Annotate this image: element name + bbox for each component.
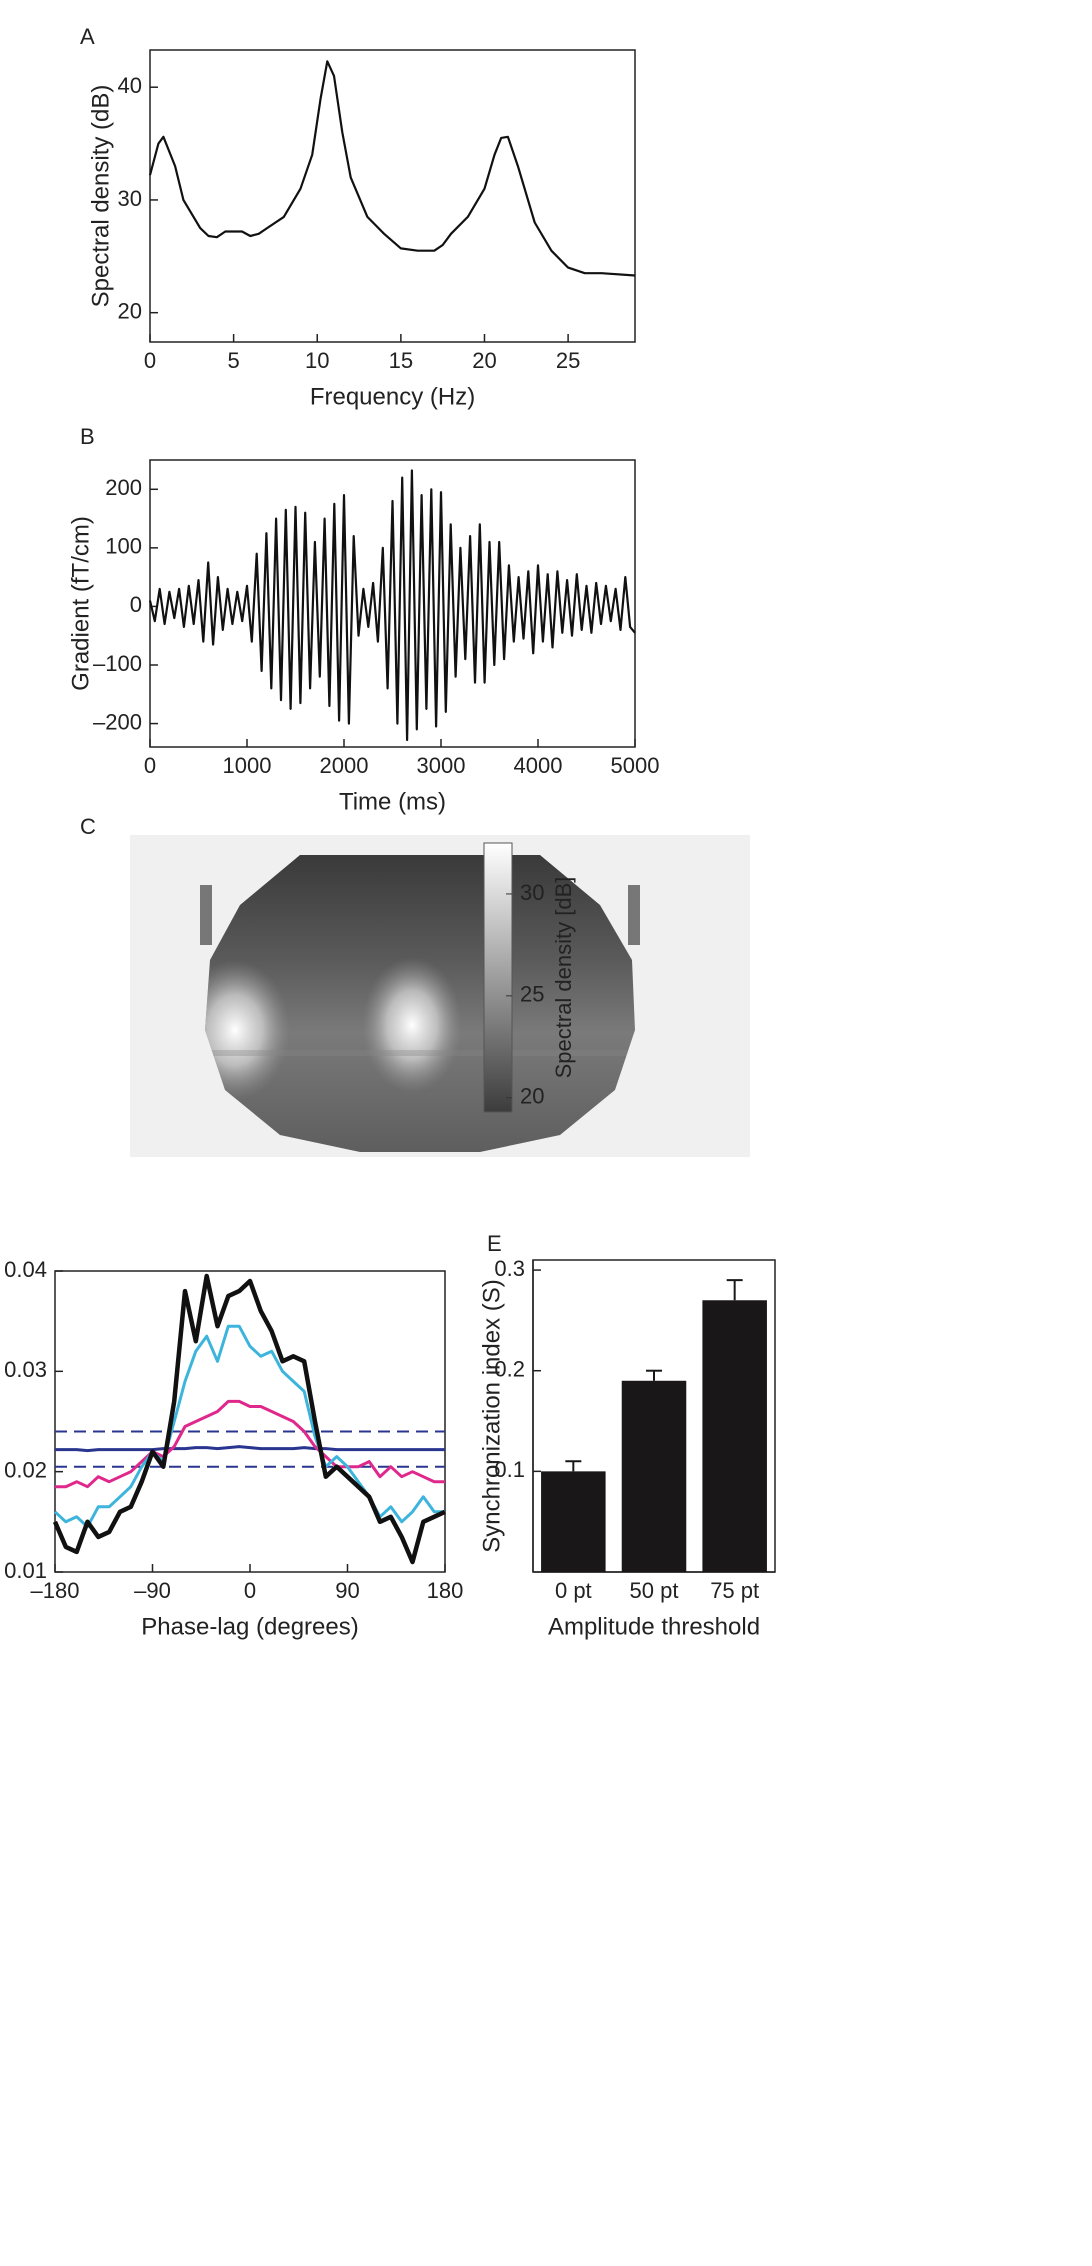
x-tick-label: 20 bbox=[472, 348, 496, 373]
data-line bbox=[148, 60, 636, 277]
y-axis-label: Gradient (fT/cm) bbox=[67, 516, 94, 691]
x-tick-label: –180 bbox=[31, 1578, 80, 1603]
x-tick-label: 0 bbox=[244, 1578, 256, 1603]
x-tick-label: 15 bbox=[389, 348, 413, 373]
data-line bbox=[148, 469, 636, 742]
x-tick-label: 3000 bbox=[417, 753, 466, 778]
panel-label: E bbox=[487, 1231, 502, 1256]
head-map bbox=[200, 855, 640, 1152]
bar bbox=[702, 1300, 767, 1572]
colorbar-tick-label: 25 bbox=[520, 982, 544, 1007]
y-tick-label: 0.02 bbox=[4, 1457, 47, 1482]
data-line bbox=[52, 1273, 446, 1565]
colorbar-tick-label: 30 bbox=[520, 880, 544, 905]
y-tick-label: 0 bbox=[130, 592, 142, 617]
x-tick-label: 2000 bbox=[320, 753, 369, 778]
axes-frame bbox=[149, 49, 636, 343]
x-axis-label: Phase-lag (degrees) bbox=[141, 1613, 358, 1640]
bar bbox=[541, 1471, 606, 1572]
y-tick-label: 0.3 bbox=[494, 1256, 525, 1281]
x-tick-label: 5000 bbox=[611, 753, 660, 778]
x-tick-label: 0 bbox=[144, 348, 156, 373]
x-tick-label: 4000 bbox=[514, 753, 563, 778]
colorbar bbox=[483, 842, 513, 1113]
y-tick-label: 0.04 bbox=[4, 1257, 47, 1282]
panel-label: A bbox=[80, 24, 95, 49]
colorbar-label: Spectral density [dB] bbox=[551, 877, 576, 1079]
y-tick-label: 40 bbox=[118, 73, 142, 98]
y-tick-label: 30 bbox=[118, 186, 142, 211]
y-tick-label: 0.2 bbox=[494, 1357, 525, 1382]
x-tick-label: 5 bbox=[227, 348, 239, 373]
y-tick-label: 100 bbox=[105, 534, 142, 559]
x-axis-label: Frequency (Hz) bbox=[310, 383, 475, 410]
y-tick-label: 0.1 bbox=[494, 1457, 525, 1482]
y-tick-label: –200 bbox=[93, 709, 142, 734]
x-tick-label: 10 bbox=[305, 348, 329, 373]
x-tick-label: 1000 bbox=[223, 753, 272, 778]
data-line bbox=[55, 1399, 445, 1489]
panel-label: B bbox=[80, 424, 95, 449]
x-tick-label: 75 pt bbox=[710, 1578, 759, 1603]
y-axis-label: Synchronization index (S) bbox=[478, 1279, 505, 1552]
x-tick-label: 180 bbox=[427, 1578, 464, 1603]
x-tick-label: 0 bbox=[144, 753, 156, 778]
x-tick-label: 0 pt bbox=[555, 1578, 592, 1603]
panel-label: C bbox=[80, 814, 96, 839]
y-tick-label: 0.03 bbox=[4, 1357, 47, 1382]
bar bbox=[621, 1380, 687, 1572]
x-tick-label: 50 pt bbox=[630, 1578, 679, 1603]
x-tick-label: 90 bbox=[335, 1578, 359, 1603]
y-tick-label: –100 bbox=[93, 651, 142, 676]
x-axis-label: Amplitude threshold bbox=[548, 1613, 760, 1640]
data-line bbox=[55, 1445, 445, 1453]
x-axis-label: Time (ms) bbox=[339, 788, 446, 815]
colorbar-tick-label: 20 bbox=[520, 1084, 544, 1109]
y-axis-label: Spectral density (dB) bbox=[87, 85, 114, 308]
x-tick-label: 25 bbox=[556, 348, 580, 373]
x-tick-label: –90 bbox=[134, 1578, 171, 1603]
y-tick-label: 20 bbox=[118, 298, 142, 323]
y-tick-label: 0.01 bbox=[4, 1558, 47, 1583]
data-line bbox=[53, 1324, 445, 1529]
y-tick-label: 200 bbox=[105, 475, 142, 500]
